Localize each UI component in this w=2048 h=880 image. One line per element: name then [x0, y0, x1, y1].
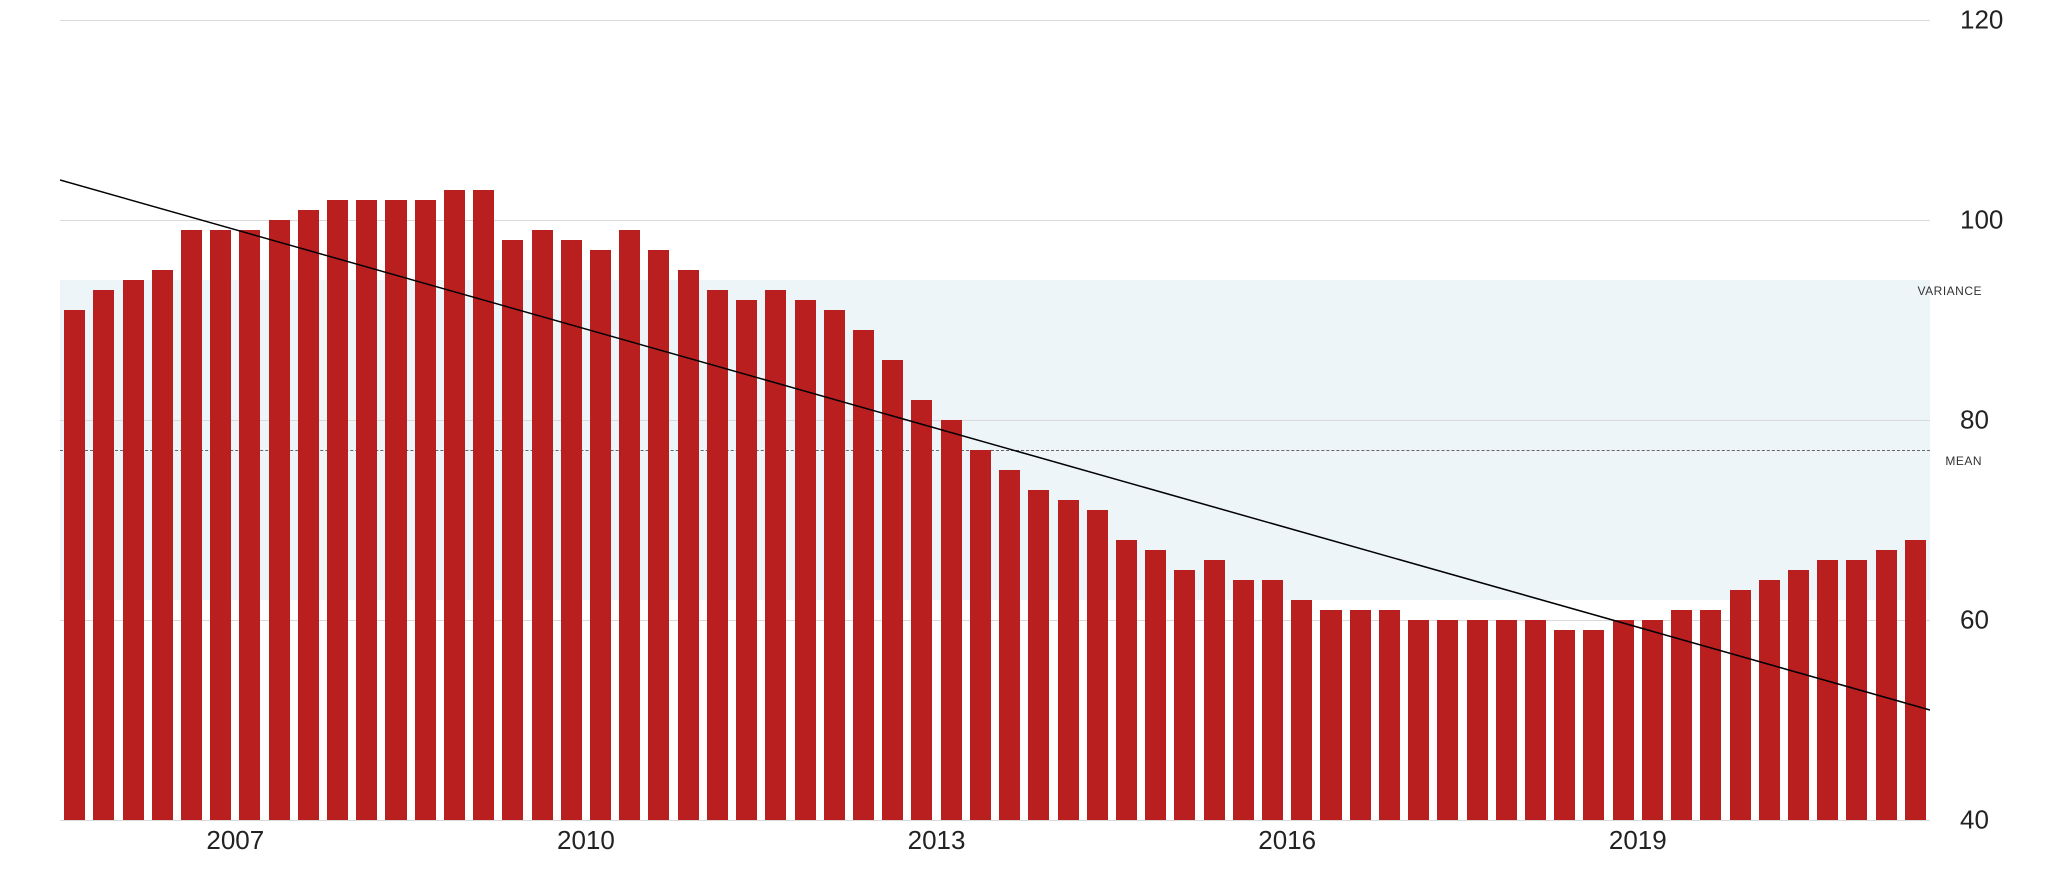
bar — [970, 450, 991, 820]
x-tick-label: 2019 — [1609, 825, 1667, 856]
bar — [1379, 610, 1400, 820]
bar — [1496, 620, 1517, 820]
x-tick-label: 2013 — [908, 825, 966, 856]
bar — [1642, 620, 1663, 820]
bar — [1554, 630, 1575, 820]
bar — [1262, 580, 1283, 820]
bar — [1145, 550, 1166, 820]
bar — [707, 290, 728, 820]
bar — [795, 300, 816, 820]
y-tick-label: 60 — [1960, 605, 2048, 636]
gridline — [60, 820, 1930, 821]
bar — [1583, 630, 1604, 820]
bar — [415, 200, 436, 820]
bar — [1671, 610, 1692, 820]
bar — [1437, 620, 1458, 820]
x-tick-label: 2007 — [206, 825, 264, 856]
bar — [648, 250, 669, 820]
bar — [93, 290, 114, 820]
bar — [1087, 510, 1108, 820]
bar — [1408, 620, 1429, 820]
y-tick-label: 80 — [1960, 405, 2048, 436]
bar — [1467, 620, 1488, 820]
bar — [941, 420, 962, 820]
bar — [1788, 570, 1809, 820]
bar — [298, 210, 319, 820]
bar — [824, 310, 845, 820]
bar — [1700, 610, 1721, 820]
bar — [532, 230, 553, 820]
bar — [619, 230, 640, 820]
bar — [1116, 540, 1137, 820]
variance-label: VARIANCE — [1918, 284, 1982, 298]
bar — [1876, 550, 1897, 820]
bar — [152, 270, 173, 820]
bar — [1291, 600, 1312, 820]
bar — [1613, 620, 1634, 820]
mean-label: MEAN — [1945, 454, 1982, 468]
bar — [1350, 610, 1371, 820]
bar — [1320, 610, 1341, 820]
bar — [1174, 570, 1195, 820]
bar — [1817, 560, 1838, 820]
bar — [64, 310, 85, 820]
bar — [765, 290, 786, 820]
bar — [327, 200, 348, 820]
bar — [882, 360, 903, 820]
bar — [239, 230, 260, 820]
bar — [1028, 490, 1049, 820]
bar — [181, 230, 202, 820]
y-axis-labels: 406080100120 — [1940, 20, 2040, 820]
x-tick-label: 2010 — [557, 825, 615, 856]
y-tick-label: 100 — [1960, 205, 2048, 236]
bar — [385, 200, 406, 820]
y-tick-label: 40 — [1960, 805, 2048, 836]
bar — [1058, 500, 1079, 820]
bar — [210, 230, 231, 820]
y-tick-label: 120 — [1960, 5, 2048, 36]
bar — [1525, 620, 1546, 820]
bar — [736, 300, 757, 820]
bar — [1730, 590, 1751, 820]
bar — [1846, 560, 1867, 820]
bar — [444, 190, 465, 820]
bar — [502, 240, 523, 820]
bar — [356, 200, 377, 820]
bar — [590, 250, 611, 820]
bar — [999, 470, 1020, 820]
bar — [911, 400, 932, 820]
bar — [123, 280, 144, 820]
bar — [1204, 560, 1225, 820]
chart-container: VARIANCE MEAN 20072010201320162019 40608… — [0, 0, 2048, 880]
plot-area: VARIANCE MEAN 20072010201320162019 — [60, 20, 1930, 820]
bar — [678, 270, 699, 820]
bar — [1759, 580, 1780, 820]
bar — [853, 330, 874, 820]
x-tick-label: 2016 — [1258, 825, 1316, 856]
bar — [561, 240, 582, 820]
bar — [269, 220, 290, 820]
gridline — [60, 20, 1930, 21]
bar — [1905, 540, 1926, 820]
bar — [473, 190, 494, 820]
bar — [1233, 580, 1254, 820]
